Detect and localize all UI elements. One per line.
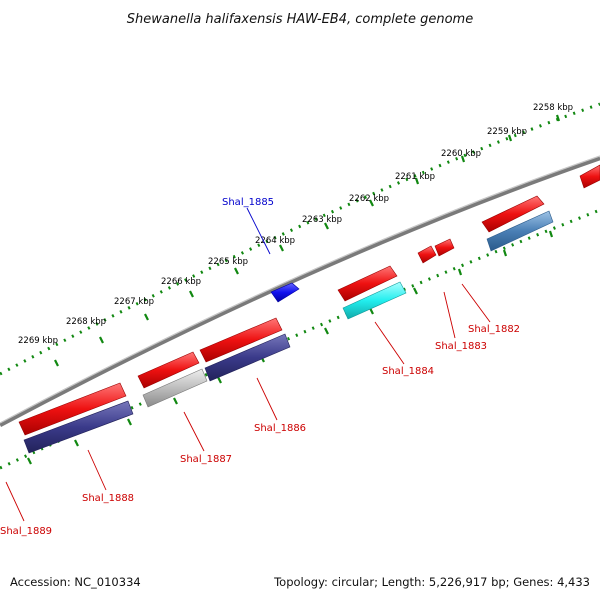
feature-shal-1886-track — [204, 333, 291, 382]
scale-label: 2265 kbp — [208, 257, 248, 267]
genome-backbone — [0, 155, 600, 427]
scale-label: 2264 kbp — [255, 236, 295, 246]
feature-shal-1888-track — [23, 400, 134, 454]
map-title: Shewanella halifaxensis HAW-EB4, complet… — [127, 12, 473, 27]
scale-label: 2266 kbp — [161, 277, 201, 287]
feature-shal-1887 — [137, 351, 200, 389]
gene-label-shal-1886: Shal_1886 — [254, 423, 306, 434]
scale-label: 2259 kbp — [487, 127, 527, 137]
feature-shal-1884 — [337, 265, 398, 302]
feature-shal-1882-track — [486, 210, 554, 252]
feature-shal-1884-track — [342, 281, 407, 320]
feature-shal-1883b — [434, 238, 455, 257]
feature-shal-1887-track — [142, 368, 208, 408]
gene-features — [18, 164, 600, 454]
gene-label-shal-1889: Shal_1889 — [0, 526, 52, 537]
gene-label-shal-1887: Shal_1887 — [180, 454, 232, 465]
genome-summary-text: Topology: circular; Length: 5,226,917 bp… — [273, 575, 590, 589]
accession-text: Accession: NC_010334 — [10, 575, 141, 589]
feature-shal-1888 — [18, 382, 127, 436]
scale-label: 2260 kbp — [441, 149, 481, 159]
scale-label: 2263 kbp — [302, 215, 342, 225]
scale-label: 2262 kbp — [349, 194, 389, 204]
genome-backbone-highlight — [0, 155, 600, 424]
gene-label-shal-1882: Shal_1882 — [468, 324, 520, 335]
scale-label: 2268 kbp — [66, 317, 106, 327]
gene-label-shal-1883: Shal_1883 — [435, 341, 487, 352]
gene-labels: Shal_1885 Shal_1882 Shal_1883 Shal_1884 … — [0, 197, 520, 537]
inner-scale-ring — [0, 208, 600, 470]
gene-label-shal-1888: Shal_1888 — [82, 493, 134, 504]
label-leaders — [5, 207, 491, 522]
feature-shal-1882 — [481, 195, 545, 233]
feature-red-arrow — [579, 164, 600, 189]
feature-shal-1885 — [270, 282, 300, 303]
feature-shal-1883 — [417, 245, 437, 264]
scale-label: 2267 kbp — [114, 297, 154, 307]
scale-label: 2258 kbp — [533, 103, 573, 113]
gene-label-shal-1885: Shal_1885 — [222, 197, 274, 208]
scale-label: 2269 kbp — [18, 336, 58, 346]
outer-scale-ticks — [54, 114, 561, 367]
feature-shal-1886 — [199, 317, 283, 363]
gene-label-shal-1884: Shal_1884 — [382, 366, 434, 377]
scale-label: 2261 kbp — [395, 172, 435, 182]
scale-labels: 2258 kbp 2259 kbp 2260 kbp 2261 kbp 2262… — [18, 103, 573, 346]
